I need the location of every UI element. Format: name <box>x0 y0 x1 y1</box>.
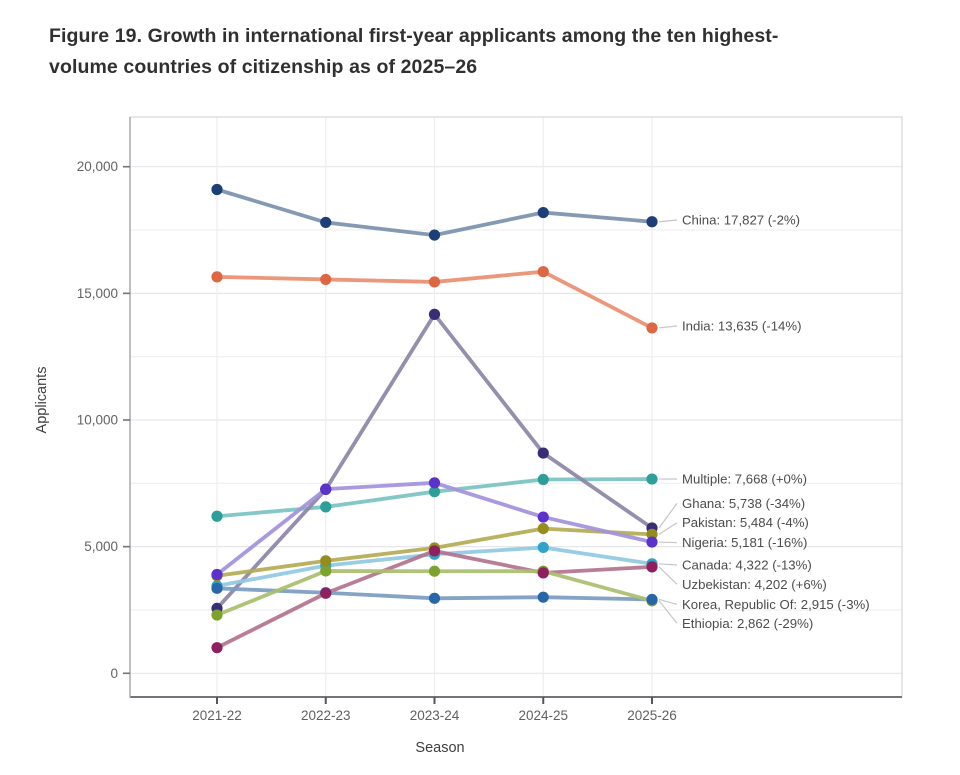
data-point-pakistan <box>320 555 332 567</box>
data-point-uzbekistan <box>646 561 658 573</box>
label-leader-ghana <box>658 502 678 529</box>
data-point-ethiopia <box>211 609 223 621</box>
data-point-ghana <box>537 447 549 459</box>
data-point-multiple <box>537 473 549 486</box>
x-axis-title: Season <box>415 740 464 756</box>
data-point-uzbekistan <box>211 642 223 654</box>
series-end-label-ethiopia: Ethiopia: 2,862 (-29%) <box>682 616 813 631</box>
label-leader-korea-republic-of <box>658 598 678 605</box>
label-leader-china <box>658 219 678 223</box>
series-end-label-nigeria: Nigeria: 5,181 (-16%) <box>682 535 807 550</box>
x-tick-label: 2024-25 <box>518 708 568 723</box>
data-point-pakistan <box>646 528 658 540</box>
data-point-china <box>646 216 658 228</box>
y-axis-title: Applicants <box>34 367 50 434</box>
label-leader-pakistan <box>658 522 678 535</box>
data-point-nigeria <box>537 511 549 523</box>
data-point-china <box>428 229 441 241</box>
series-end-label-multiple: Multiple: 7,668 (+0%) <box>682 472 807 487</box>
series-end-label-korea-republic-of: Korea, Republic Of: 2,915 (-3%) <box>682 597 870 612</box>
data-point-ghana <box>428 308 441 320</box>
data-point-india <box>537 266 549 278</box>
data-point-nigeria <box>646 536 658 548</box>
series-end-label-canada: Canada: 4,322 (-13%) <box>682 558 812 573</box>
y-tick-label: 0 <box>110 666 118 681</box>
data-point-china <box>320 216 332 229</box>
label-leader-canada <box>658 563 678 566</box>
series-end-label-pakistan: Pakistan: 5,484 (-4%) <box>682 515 809 530</box>
figure-title-line-2: volume countries of citizenship as of 20… <box>49 55 478 78</box>
x-tick-label: 2021-22 <box>192 708 242 723</box>
data-point-korea-republic-of <box>646 593 658 606</box>
series-end-label-china: China: 17,827 (-2%) <box>682 213 800 228</box>
data-point-india <box>428 276 441 288</box>
data-point-uzbekistan <box>537 567 549 579</box>
data-point-nigeria <box>428 477 441 489</box>
data-point-multiple <box>428 486 441 498</box>
data-point-nigeria <box>320 483 332 495</box>
data-point-multiple <box>211 510 223 522</box>
figure-title: Figure 19. Growth in international first… <box>49 21 921 82</box>
data-point-nigeria <box>211 568 223 581</box>
x-tick-label: 2025-26 <box>627 708 677 723</box>
y-tick-label: 15,000 <box>77 286 118 301</box>
label-leader-nigeria <box>658 541 678 544</box>
data-point-korea-republic-of <box>211 582 223 594</box>
data-point-india <box>320 273 332 286</box>
data-point-ethiopia <box>320 565 332 577</box>
data-point-korea-republic-of <box>537 591 549 603</box>
data-point-china <box>537 206 549 219</box>
series-end-label-india: India: 13,635 (-14%) <box>682 319 802 334</box>
data-point-india <box>646 322 658 334</box>
data-point-korea-republic-of <box>428 592 441 604</box>
data-point-pakistan <box>537 522 549 535</box>
y-tick-label: 5,000 <box>84 539 118 554</box>
series-end-label-ghana: Ghana: 5,738 (-34%) <box>682 496 805 511</box>
data-point-canada <box>537 541 549 554</box>
x-tick-label: 2023-24 <box>410 708 460 723</box>
series-end-label-uzbekistan: Uzbekistan: 4,202 (+6%) <box>682 577 827 592</box>
label-leader-uzbekistan <box>658 566 678 585</box>
x-tick-label: 2022-23 <box>301 708 351 723</box>
data-point-multiple <box>320 501 332 513</box>
data-point-multiple <box>646 473 658 485</box>
y-tick-label: 10,000 <box>77 413 118 428</box>
y-tick-label: 20,000 <box>77 159 118 174</box>
figure-title-line-1: Figure 19. Growth in international first… <box>49 25 779 47</box>
data-point-uzbekistan <box>320 587 332 599</box>
data-point-china <box>211 183 223 196</box>
data-point-ethiopia <box>428 565 441 577</box>
data-point-india <box>211 271 223 283</box>
label-leader-india <box>658 325 678 329</box>
data-point-uzbekistan <box>428 545 441 557</box>
label-leader-ethiopia <box>658 600 678 624</box>
